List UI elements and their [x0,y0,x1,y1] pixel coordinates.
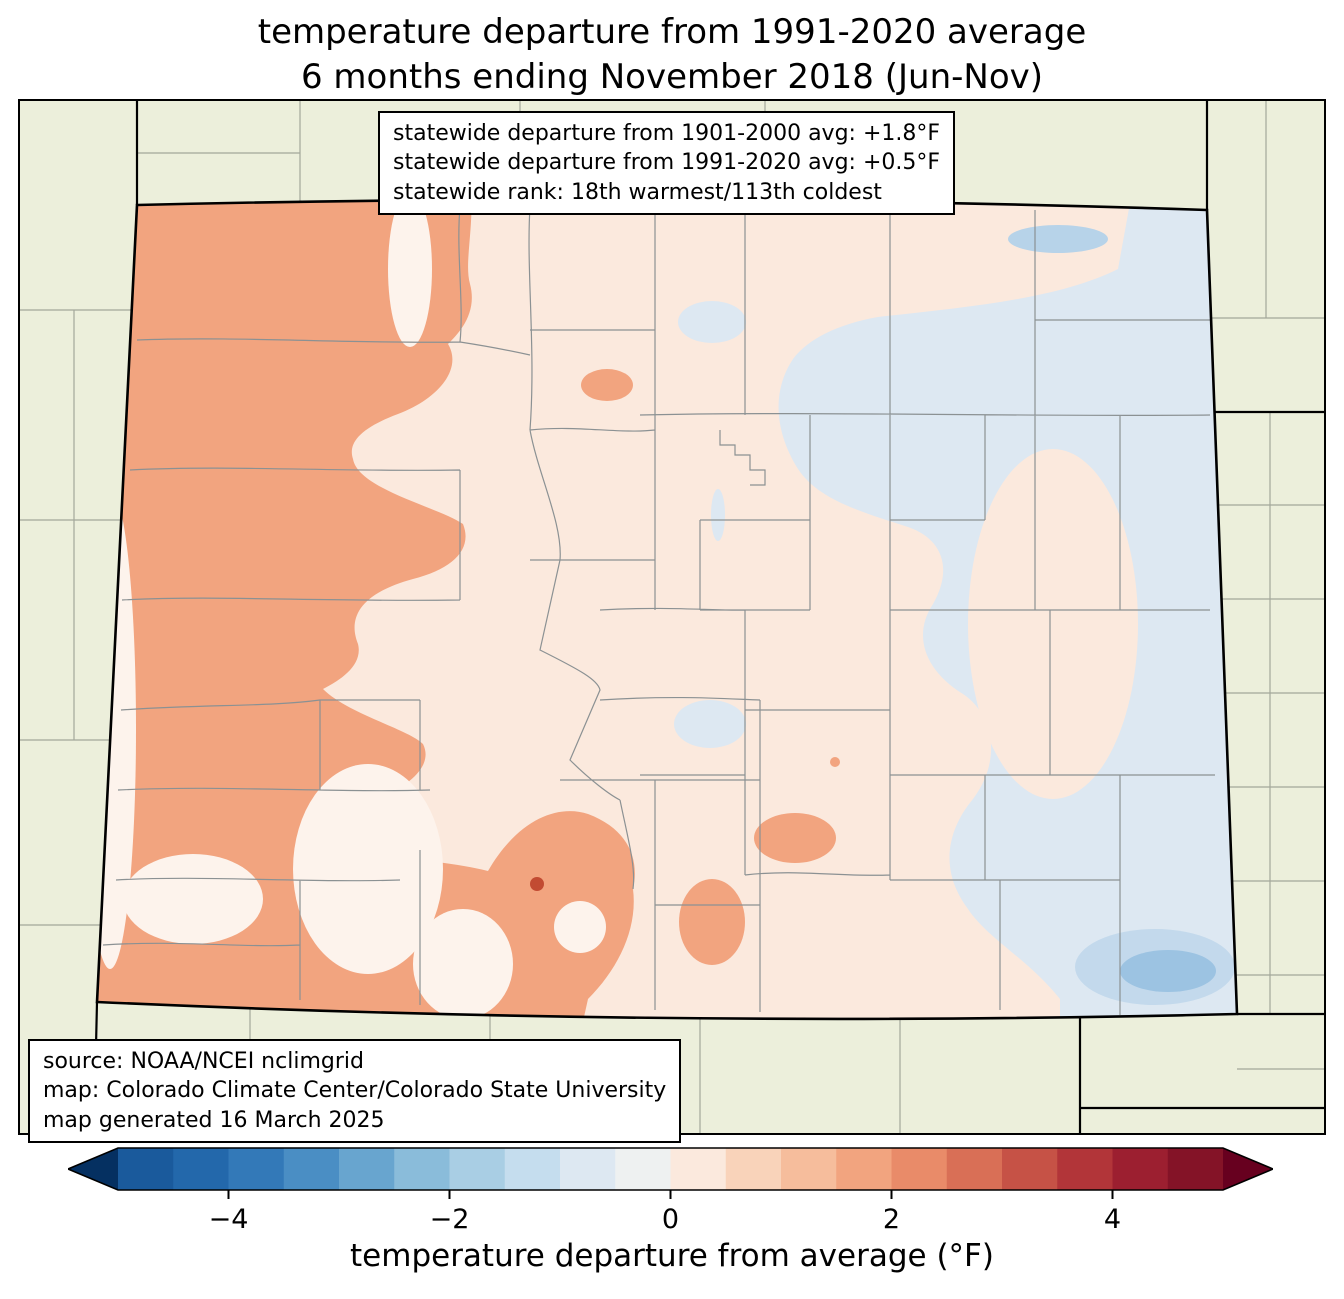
colorbar-tick-label: −2 [430,1204,470,1235]
colorbar-segment [781,1148,837,1190]
warm-anomaly-west [97,199,635,1019]
county-lines-central [529,210,761,1012]
colorbar-segment [946,1148,1003,1190]
county-lines-east [599,210,1215,1015]
cool-streak-northeast [1008,225,1108,253]
colorbar-segments [118,1148,1224,1190]
colorbar-segment [228,1148,285,1190]
neighbor-state-borders [92,101,1324,1134]
cool-deep-southeast-core [1120,950,1216,992]
pale-patch [123,854,263,944]
colorbar: −4 −2 0 2 4 [68,1147,1273,1235]
neighbor-state-border-path [92,101,1324,1134]
colorbar-segment [173,1148,230,1190]
county-lines-west [102,206,533,1005]
title-line-1: temperature departure from 1991-2020 ave… [257,12,1087,52]
colorbar-segment [615,1148,672,1190]
warm-spot [679,879,745,965]
cool-spot [674,700,746,748]
cool-spots [674,301,746,748]
stats-line-1: statewide departure from 1901-2000 avg: … [393,121,941,146]
colorbar-segment [283,1148,340,1190]
colorbar-ticks: −4 −2 0 2 4 [209,1190,1121,1235]
colorado-fill-layers [97,199,1237,1019]
colorbar-segment [504,1148,561,1190]
warm-spot [830,757,840,767]
hot-spot [530,877,544,891]
colorbar-segment [1057,1148,1114,1190]
colorbar-segment [891,1148,948,1190]
stats-line-2: statewide departure from 1991-2020 avg: … [393,150,941,176]
statewide-stats-box: statewide departure from 1901-2000 avg: … [378,111,956,215]
colorbar-segment [1167,1148,1224,1190]
cool-spot [678,301,746,343]
pale-patch [554,901,606,953]
neutral-island-east [968,449,1138,799]
colorbar-outline [68,1147,1273,1191]
colorbar-right-arrow [1223,1148,1273,1190]
stats-line-3: statewide rank: 18th warmest/113th colde… [393,179,882,205]
colorbar-tick-label: 0 [662,1204,679,1235]
colorbar-tick-label: 4 [1104,1204,1121,1235]
colorbar-segment [725,1148,782,1190]
figure-title: temperature departure from 1991-2020 ave… [0,10,1344,100]
warm-spot [754,813,836,863]
pale-patch [293,764,443,974]
source-line-3: map generated 16 March 2025 [43,1107,385,1133]
source-line-2: map: Colorado Climate Center/Colorado St… [43,1078,667,1104]
colorbar-segment [339,1148,395,1190]
colorbar-left-arrow [68,1148,118,1190]
colorbar-tick-label: 2 [883,1204,900,1235]
colorbar-tick-label: −4 [209,1204,249,1235]
colorbar-segment [1112,1148,1169,1190]
source-attribution-box: source: NOAA/NCEI nclimgrid map: Colorad… [28,1039,682,1143]
colorbar-segment [836,1148,893,1190]
colorbar-segment [1002,1148,1058,1190]
map-canvas [18,99,1326,1135]
county-boundaries [102,206,1215,1015]
colorbar-segment [394,1148,451,1190]
colorbar-axis-label: temperature departure from average (°F) [350,1238,994,1274]
warm-spots [581,369,840,965]
colorbar-segment [670,1148,727,1190]
pale-patches [97,199,606,1019]
colorbar-segment [449,1148,506,1190]
cool-spot [711,489,725,541]
pale-patch [388,199,432,347]
pale-patch [413,909,513,1019]
source-line-1: source: NOAA/NCEI nclimgrid [43,1049,364,1074]
colorbar-segment [560,1148,616,1190]
warm-spot [581,369,633,401]
title-line-2: 6 months ending November 2018 (Jun-Nov) [300,56,1044,97]
colorbar-segment [118,1148,174,1190]
